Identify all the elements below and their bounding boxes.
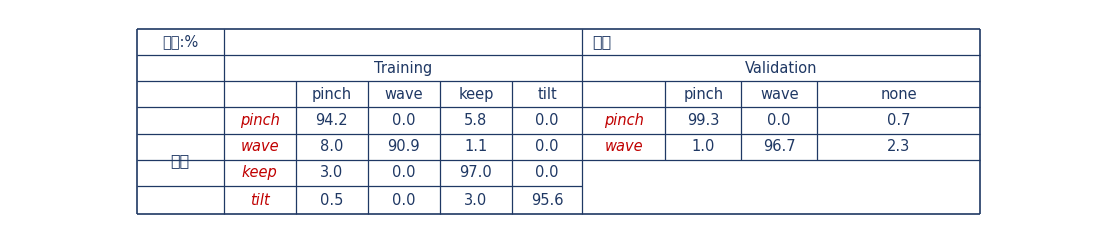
Text: pinch: pinch — [240, 113, 280, 128]
Text: 95.6: 95.6 — [531, 193, 563, 208]
Text: tilt: tilt — [537, 87, 557, 102]
Text: wave: wave — [241, 139, 279, 154]
Text: pinch: pinch — [604, 113, 643, 128]
Text: 0.0: 0.0 — [392, 193, 416, 208]
Text: 0.0: 0.0 — [535, 139, 559, 154]
Text: 0.0: 0.0 — [535, 113, 559, 128]
Text: 예측: 예측 — [592, 34, 612, 49]
Text: 0.5: 0.5 — [319, 193, 344, 208]
Text: 1.0: 1.0 — [691, 139, 715, 154]
Text: 96.7: 96.7 — [763, 139, 795, 154]
Text: wave: wave — [384, 87, 423, 102]
Text: 0.0: 0.0 — [535, 165, 559, 181]
Text: wave: wave — [760, 87, 799, 102]
Text: 0.0: 0.0 — [392, 165, 416, 181]
Text: 97.0: 97.0 — [459, 165, 492, 181]
Text: pinch: pinch — [312, 87, 352, 102]
Text: 90.9: 90.9 — [387, 139, 420, 154]
Text: Training: Training — [374, 61, 432, 76]
Text: keep: keep — [458, 87, 493, 102]
Text: 0.0: 0.0 — [392, 113, 416, 128]
Text: keep: keep — [242, 165, 278, 181]
Text: 99.3: 99.3 — [687, 113, 720, 128]
Text: none: none — [881, 87, 917, 102]
Text: 실제: 실제 — [171, 154, 189, 168]
Text: 0.7: 0.7 — [887, 113, 910, 128]
Text: 8.0: 8.0 — [319, 139, 344, 154]
Text: 94.2: 94.2 — [315, 113, 348, 128]
Text: pinch: pinch — [684, 87, 723, 102]
Text: 3.0: 3.0 — [321, 165, 344, 181]
Text: 단위:%: 단위:% — [162, 34, 198, 49]
Text: 1.1: 1.1 — [464, 139, 488, 154]
Text: 3.0: 3.0 — [464, 193, 488, 208]
Text: tilt: tilt — [249, 193, 269, 208]
Text: 2.3: 2.3 — [887, 139, 910, 154]
Text: 5.8: 5.8 — [464, 113, 488, 128]
Text: Validation: Validation — [745, 61, 817, 76]
Text: 0.0: 0.0 — [768, 113, 791, 128]
Text: wave: wave — [605, 139, 643, 154]
